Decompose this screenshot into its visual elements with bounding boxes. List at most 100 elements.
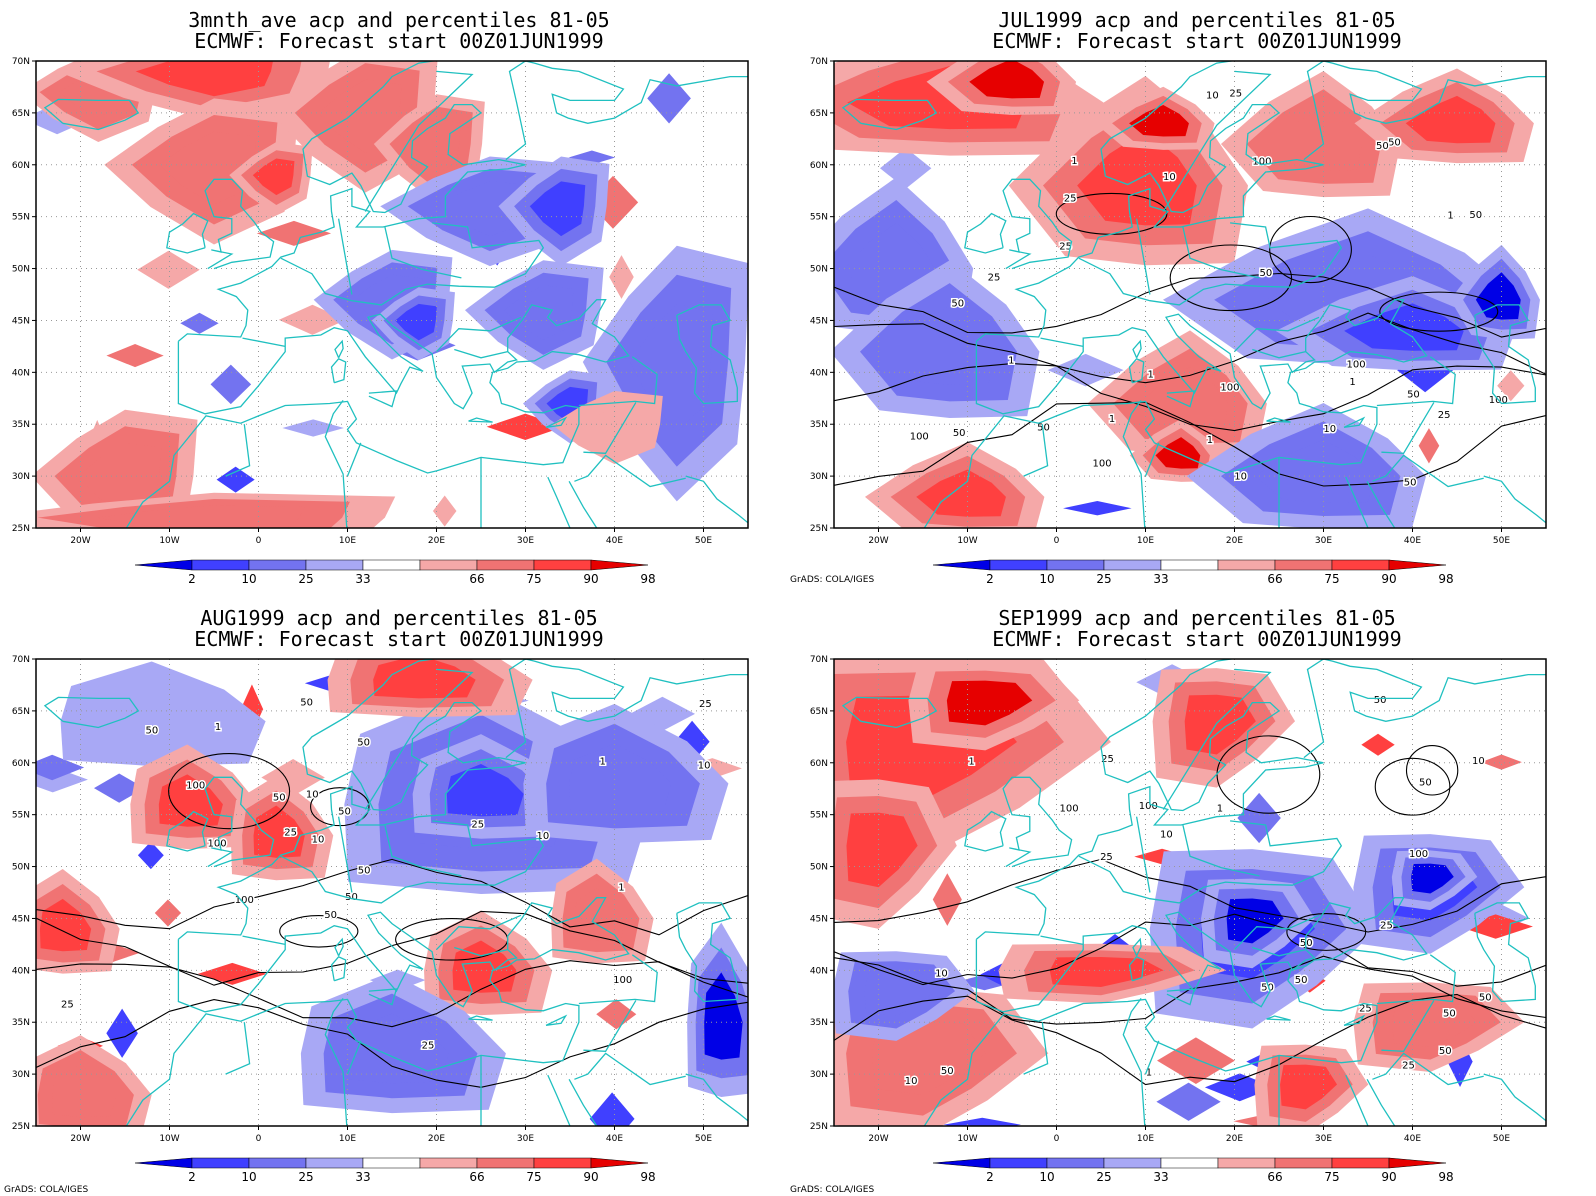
panel-subtitle: ECMWF: Forecast start 00Z01JUN1999 (992, 627, 1402, 651)
legend-swatch (476, 1157, 535, 1169)
lat-label: 50N (12, 265, 30, 275)
percentile-patch (1157, 1037, 1235, 1085)
coastline (1144, 442, 1160, 477)
contour-line (36, 960, 748, 1028)
lat-label: 35N (12, 420, 30, 430)
contour-label: 50 (1479, 993, 1492, 1004)
contour-label: 100 (1139, 801, 1158, 812)
lon-label: 10E (339, 1134, 356, 1144)
lon-label: 30E (517, 1134, 534, 1144)
coastline (1381, 402, 1435, 454)
lat-label: 30N (810, 472, 828, 482)
coastline (578, 356, 658, 407)
coastline (1372, 1052, 1484, 1086)
contour-line (834, 272, 1546, 338)
coastline (676, 304, 738, 405)
contour-label: 1 (215, 722, 221, 733)
percentile-region (158, 774, 223, 827)
contour-label: 25 (1402, 1061, 1415, 1072)
contour-label: 100 (1060, 804, 1079, 815)
contour-label: 50 (1374, 695, 1387, 706)
coastlines (43, 61, 748, 528)
legend-label: 2 (188, 572, 196, 586)
coastline (1266, 1015, 1291, 1021)
percentile-region (395, 303, 437, 341)
coastline (204, 776, 275, 868)
legend-swatch (1331, 1157, 1390, 1169)
percentile-region (529, 181, 586, 237)
contour-label: 100 (1409, 849, 1428, 860)
coastline (43, 98, 140, 131)
legend-label: 98 (640, 1170, 655, 1184)
contour-label: 100 (613, 975, 632, 986)
lat-label: 55N (810, 213, 828, 223)
coastline (225, 1022, 251, 1075)
percentile-patch (1047, 353, 1124, 387)
coastline (1303, 61, 1325, 161)
coastline (964, 212, 1007, 254)
lat-label: 60N (12, 161, 30, 171)
contour-label: 25 (699, 699, 712, 710)
coastline (1345, 1074, 1369, 1126)
legend-label: 33 (355, 572, 370, 586)
lon-label: 10W (159, 1134, 179, 1144)
coastline (1078, 820, 1343, 904)
lon-label: 10E (339, 536, 356, 546)
coastline (545, 1014, 568, 1026)
coastline (964, 810, 1007, 852)
coastline (1166, 988, 1196, 1006)
coastline (1182, 824, 1260, 877)
contour-label: 10 (698, 761, 711, 772)
lon-label: 30E (1315, 536, 1332, 546)
legend-swatch (1103, 559, 1162, 571)
lat-label: 35N (810, 1018, 828, 1028)
coastline (1381, 1000, 1435, 1052)
coastlines (841, 61, 1546, 528)
legend-label: 90 (1381, 1170, 1396, 1184)
coastline (436, 914, 522, 951)
legend-label: 25 (298, 1170, 313, 1184)
contour-label: 50 (1261, 982, 1274, 993)
legend-swatch (1274, 559, 1333, 571)
lon-label: 0 (1054, 536, 1060, 546)
map-panel-aug1999: AUG1999 acp and percentiles 81-05 ECMWF:… (0, 598, 798, 1196)
coastline (1474, 902, 1536, 1003)
legend-label: 90 (583, 1170, 598, 1184)
map-panel-3mnth-ave: 3mnth_ave acp and percentiles 81-05 ECMW… (0, 0, 798, 598)
legend-label: 10 (241, 1170, 256, 1184)
percentile-region (435, 181, 533, 237)
percentile-region (1475, 272, 1521, 320)
lat-label: 70N (810, 655, 828, 665)
contour-label: 50 (358, 866, 371, 877)
legend-label: 10 (1039, 572, 1054, 586)
contour-label: 50 (1388, 138, 1401, 149)
lat-label: 25N (810, 1122, 828, 1132)
percentile-patch (432, 495, 457, 527)
percentile-region (1272, 107, 1362, 171)
contour-label: 50 (1404, 477, 1417, 488)
coastline (330, 956, 347, 982)
contour-line (834, 363, 1546, 432)
lat-label: 45N (12, 316, 30, 326)
contour-label: 50 (146, 725, 159, 736)
panel-title: SEP1999 acp and percentiles 81-05 (998, 606, 1396, 630)
percentile-patch (197, 962, 267, 985)
coastline (368, 390, 398, 408)
lon-label: 30E (517, 536, 534, 546)
legend-label: 25 (298, 572, 313, 586)
legend-swatch (1217, 1157, 1276, 1169)
contour-line (834, 993, 1546, 1086)
legend-swatch (476, 559, 535, 571)
contour-label: 25 (61, 999, 74, 1010)
lat-label: 70N (12, 655, 30, 665)
percentile-patch (1497, 370, 1525, 402)
contour-label: 10 (935, 969, 948, 980)
percentile-region (846, 812, 918, 888)
legend-label: 75 (1324, 1170, 1339, 1184)
contour-label: 25 (422, 1040, 435, 1051)
lon-label: 20W (70, 1134, 90, 1144)
grid-lines (36, 659, 748, 1126)
contour-label: 10 (537, 831, 550, 842)
contour-label: 50 (300, 698, 313, 709)
lon-label: 10E (1137, 1134, 1154, 1144)
